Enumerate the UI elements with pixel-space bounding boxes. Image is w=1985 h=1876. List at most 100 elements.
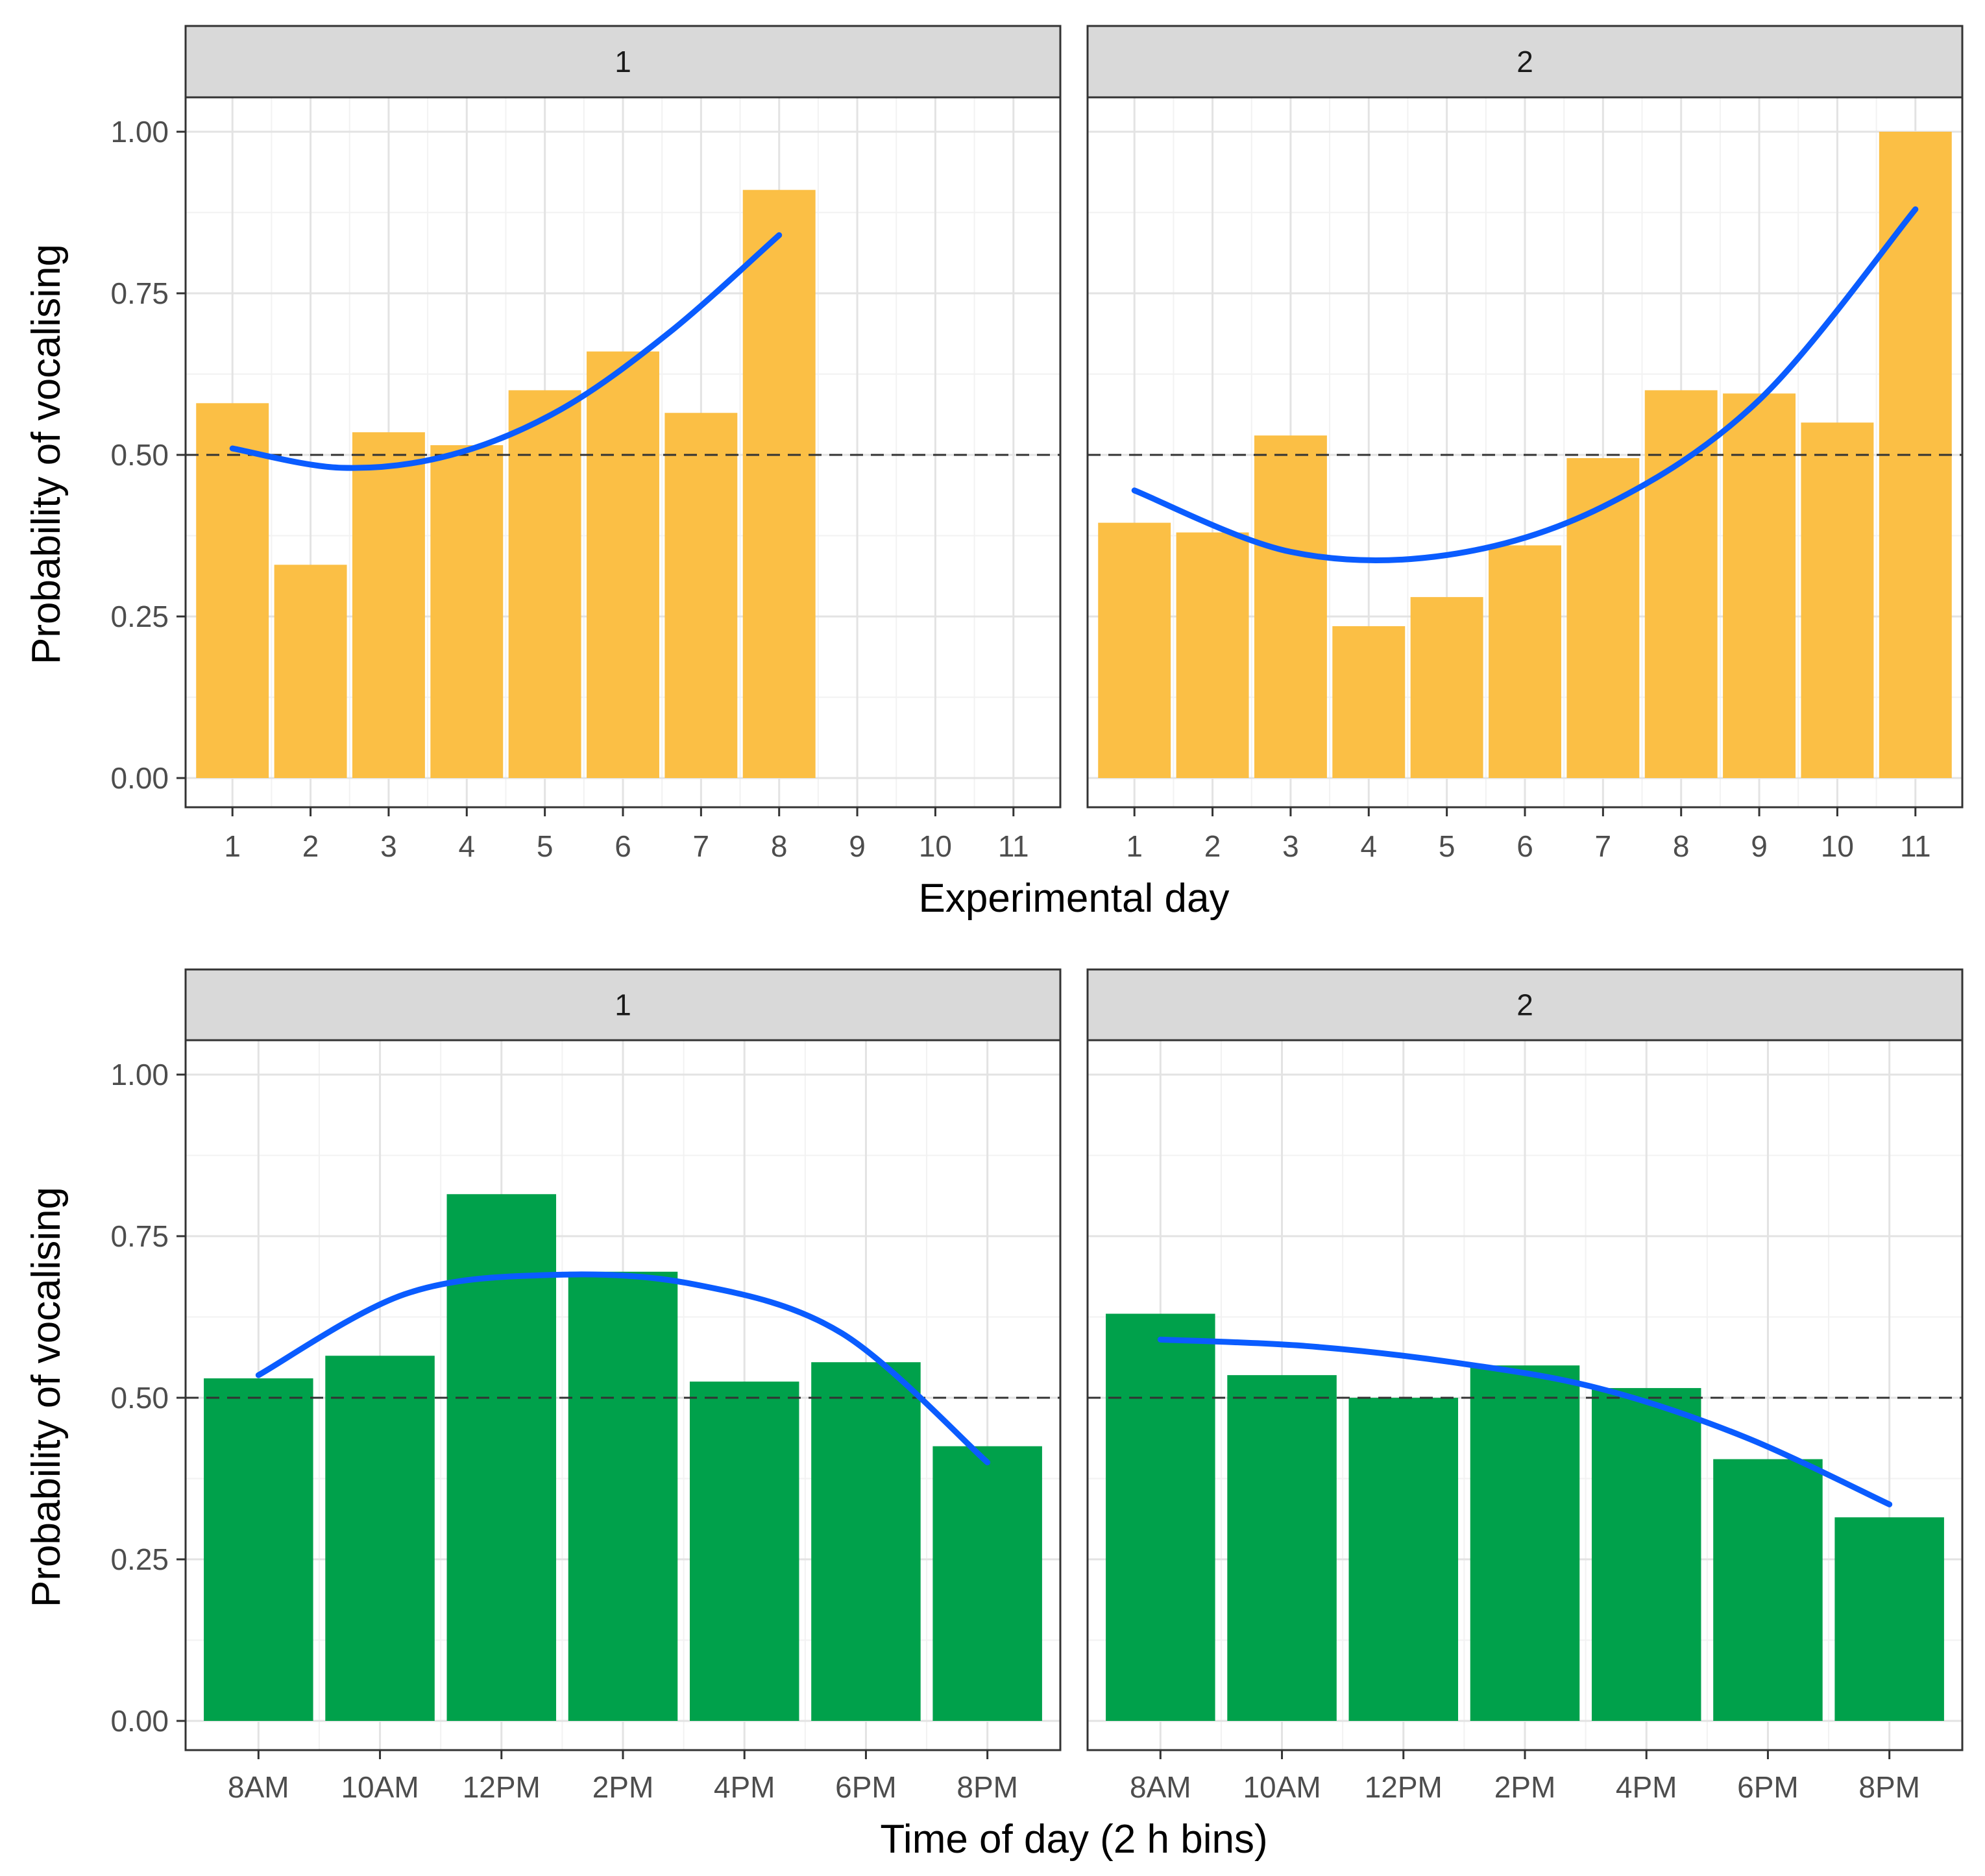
bar — [742, 189, 816, 778]
x-tick-label: 1 — [1126, 829, 1143, 863]
x-tick-label: 11 — [1900, 829, 1931, 863]
x-tick-label: 6PM — [835, 1770, 897, 1804]
facet-strip-label: 1 — [615, 45, 631, 79]
x-tick-label: 6PM — [1737, 1770, 1799, 1804]
y-tick-label: 0.50 — [110, 1381, 169, 1415]
x-tick-label: 3 — [1282, 829, 1299, 863]
x-tick-label: 4 — [1360, 829, 1377, 863]
x-tick-label: 9 — [1751, 829, 1768, 863]
bar — [932, 1446, 1042, 1721]
bar — [1566, 457, 1640, 778]
bar — [204, 1378, 313, 1721]
x-tick-label: 8 — [1673, 829, 1690, 863]
y-tick-label: 0.50 — [110, 438, 169, 472]
x-tick-label: 11 — [998, 829, 1029, 863]
bar — [1723, 393, 1796, 778]
y-tick-label: 0.00 — [110, 1704, 169, 1738]
facet-bottom-2: 2 8AM 10AM 12PM 2PM 4PM 6PM 8PM — [1086, 968, 1964, 1804]
bar — [1470, 1365, 1580, 1721]
bar — [1176, 532, 1249, 778]
bar — [664, 413, 738, 778]
x-tick-label: 8 — [771, 829, 788, 863]
fit-curve — [229, 232, 783, 471]
bar — [1489, 545, 1561, 778]
bar — [1106, 1313, 1215, 1721]
y-tick-label: 1.00 — [110, 115, 169, 149]
y-tick-label: 0.75 — [110, 1219, 169, 1253]
y-axis-title: Probability of vocalising — [24, 1187, 69, 1607]
x-tick-label: 6 — [1516, 829, 1533, 863]
bar — [325, 1356, 435, 1721]
x-tick-label: 10 — [919, 829, 952, 863]
fit-curve — [1157, 1336, 1893, 1507]
bar — [274, 565, 347, 778]
y-tick-label: 0.25 — [110, 1542, 169, 1576]
facet-bottom-1: 1 8AM 10AM 12PM 2PM 4PM 6PM 8PM 0.00 0.25 0.50 0.75… — [110, 968, 1062, 1804]
x-tick-label: 2 — [302, 829, 319, 863]
facet-top-1: 11 2 3 4 5 6 7 8 9 10 110.000.250.500.751.00 — [110, 25, 1062, 863]
bar — [508, 390, 581, 778]
bar — [811, 1362, 921, 1721]
facet-strip-label: 1 — [615, 988, 631, 1022]
bar — [587, 351, 659, 778]
bar — [1591, 1388, 1701, 1721]
facet-strip — [1086, 25, 1964, 99]
facet-strip — [1086, 968, 1964, 1042]
facet-strip-label: 2 — [1516, 988, 1533, 1022]
facet-strip-label: 2 — [1516, 45, 1533, 79]
y-tick-label: 1.00 — [110, 1058, 169, 1091]
x-tick-label: 9 — [849, 829, 866, 863]
x-tick-label: 10AM — [341, 1770, 419, 1804]
bar — [430, 445, 504, 778]
y-tick-label: 0.75 — [110, 276, 169, 310]
x-tick-label: 2 — [1204, 829, 1221, 863]
x-tick-label: 2PM — [1494, 1770, 1556, 1804]
facet-top-2: 2 1 2 3 4 5 6 7 8 9 10 11 — [1086, 25, 1964, 863]
bar — [1410, 597, 1483, 778]
facet-strip — [184, 25, 1062, 99]
bar — [1098, 522, 1171, 778]
x-tick-label: 8PM — [956, 1770, 1018, 1804]
x-tick-label: 12PM — [1365, 1770, 1443, 1804]
x-tick-label: 7 — [693, 829, 710, 863]
x-tick-label: 6 — [615, 829, 631, 863]
fit-curve — [1131, 206, 1919, 564]
bar — [1713, 1459, 1823, 1721]
x-tick-label: 5 — [1439, 829, 1455, 863]
x-tick-label: 1 — [224, 829, 241, 863]
x-tick-label: 10 — [1821, 829, 1854, 863]
y-axis-title: Probability of vocalising — [24, 244, 69, 664]
x-tick-label: 4 — [458, 829, 475, 863]
bar — [1644, 390, 1718, 778]
chart-panel-bottom: 1 8AM 10AM 12PM 2PM 4PM 6PM 8PM 0.00 0.25 0.50 0.75… — [24, 968, 1964, 1862]
bar — [568, 1271, 678, 1721]
x-axis-title: Time of day (2 h bins) — [880, 1817, 1267, 1862]
bar — [352, 432, 425, 778]
x-tick-label: 12PM — [463, 1770, 541, 1804]
bar — [1254, 435, 1327, 778]
x-axis-title: Experimental day — [918, 876, 1229, 921]
bar — [1801, 422, 1874, 778]
x-tick-label: 2PM — [592, 1770, 654, 1804]
fit-curve — [255, 1271, 991, 1466]
x-tick-label: 4PM — [1616, 1770, 1677, 1804]
x-tick-label: 4PM — [714, 1770, 775, 1804]
bar — [1348, 1398, 1459, 1721]
facet-strip — [184, 968, 1062, 1042]
bar — [1227, 1375, 1337, 1721]
y-tick-label: 0.00 — [110, 761, 169, 795]
bar — [689, 1382, 799, 1721]
x-tick-label: 3 — [380, 829, 397, 863]
x-tick-label: 5 — [537, 829, 554, 863]
x-tick-label: 8AM — [228, 1770, 289, 1804]
bar — [1332, 626, 1406, 778]
x-tick-label: 8PM — [1858, 1770, 1920, 1804]
x-tick-label: 8AM — [1130, 1770, 1191, 1804]
x-tick-label: 7 — [1595, 829, 1612, 863]
bar — [196, 403, 269, 778]
bar — [1834, 1517, 1944, 1721]
y-tick-label: 0.25 — [110, 600, 169, 633]
x-tick-label: 10AM — [1243, 1770, 1321, 1804]
